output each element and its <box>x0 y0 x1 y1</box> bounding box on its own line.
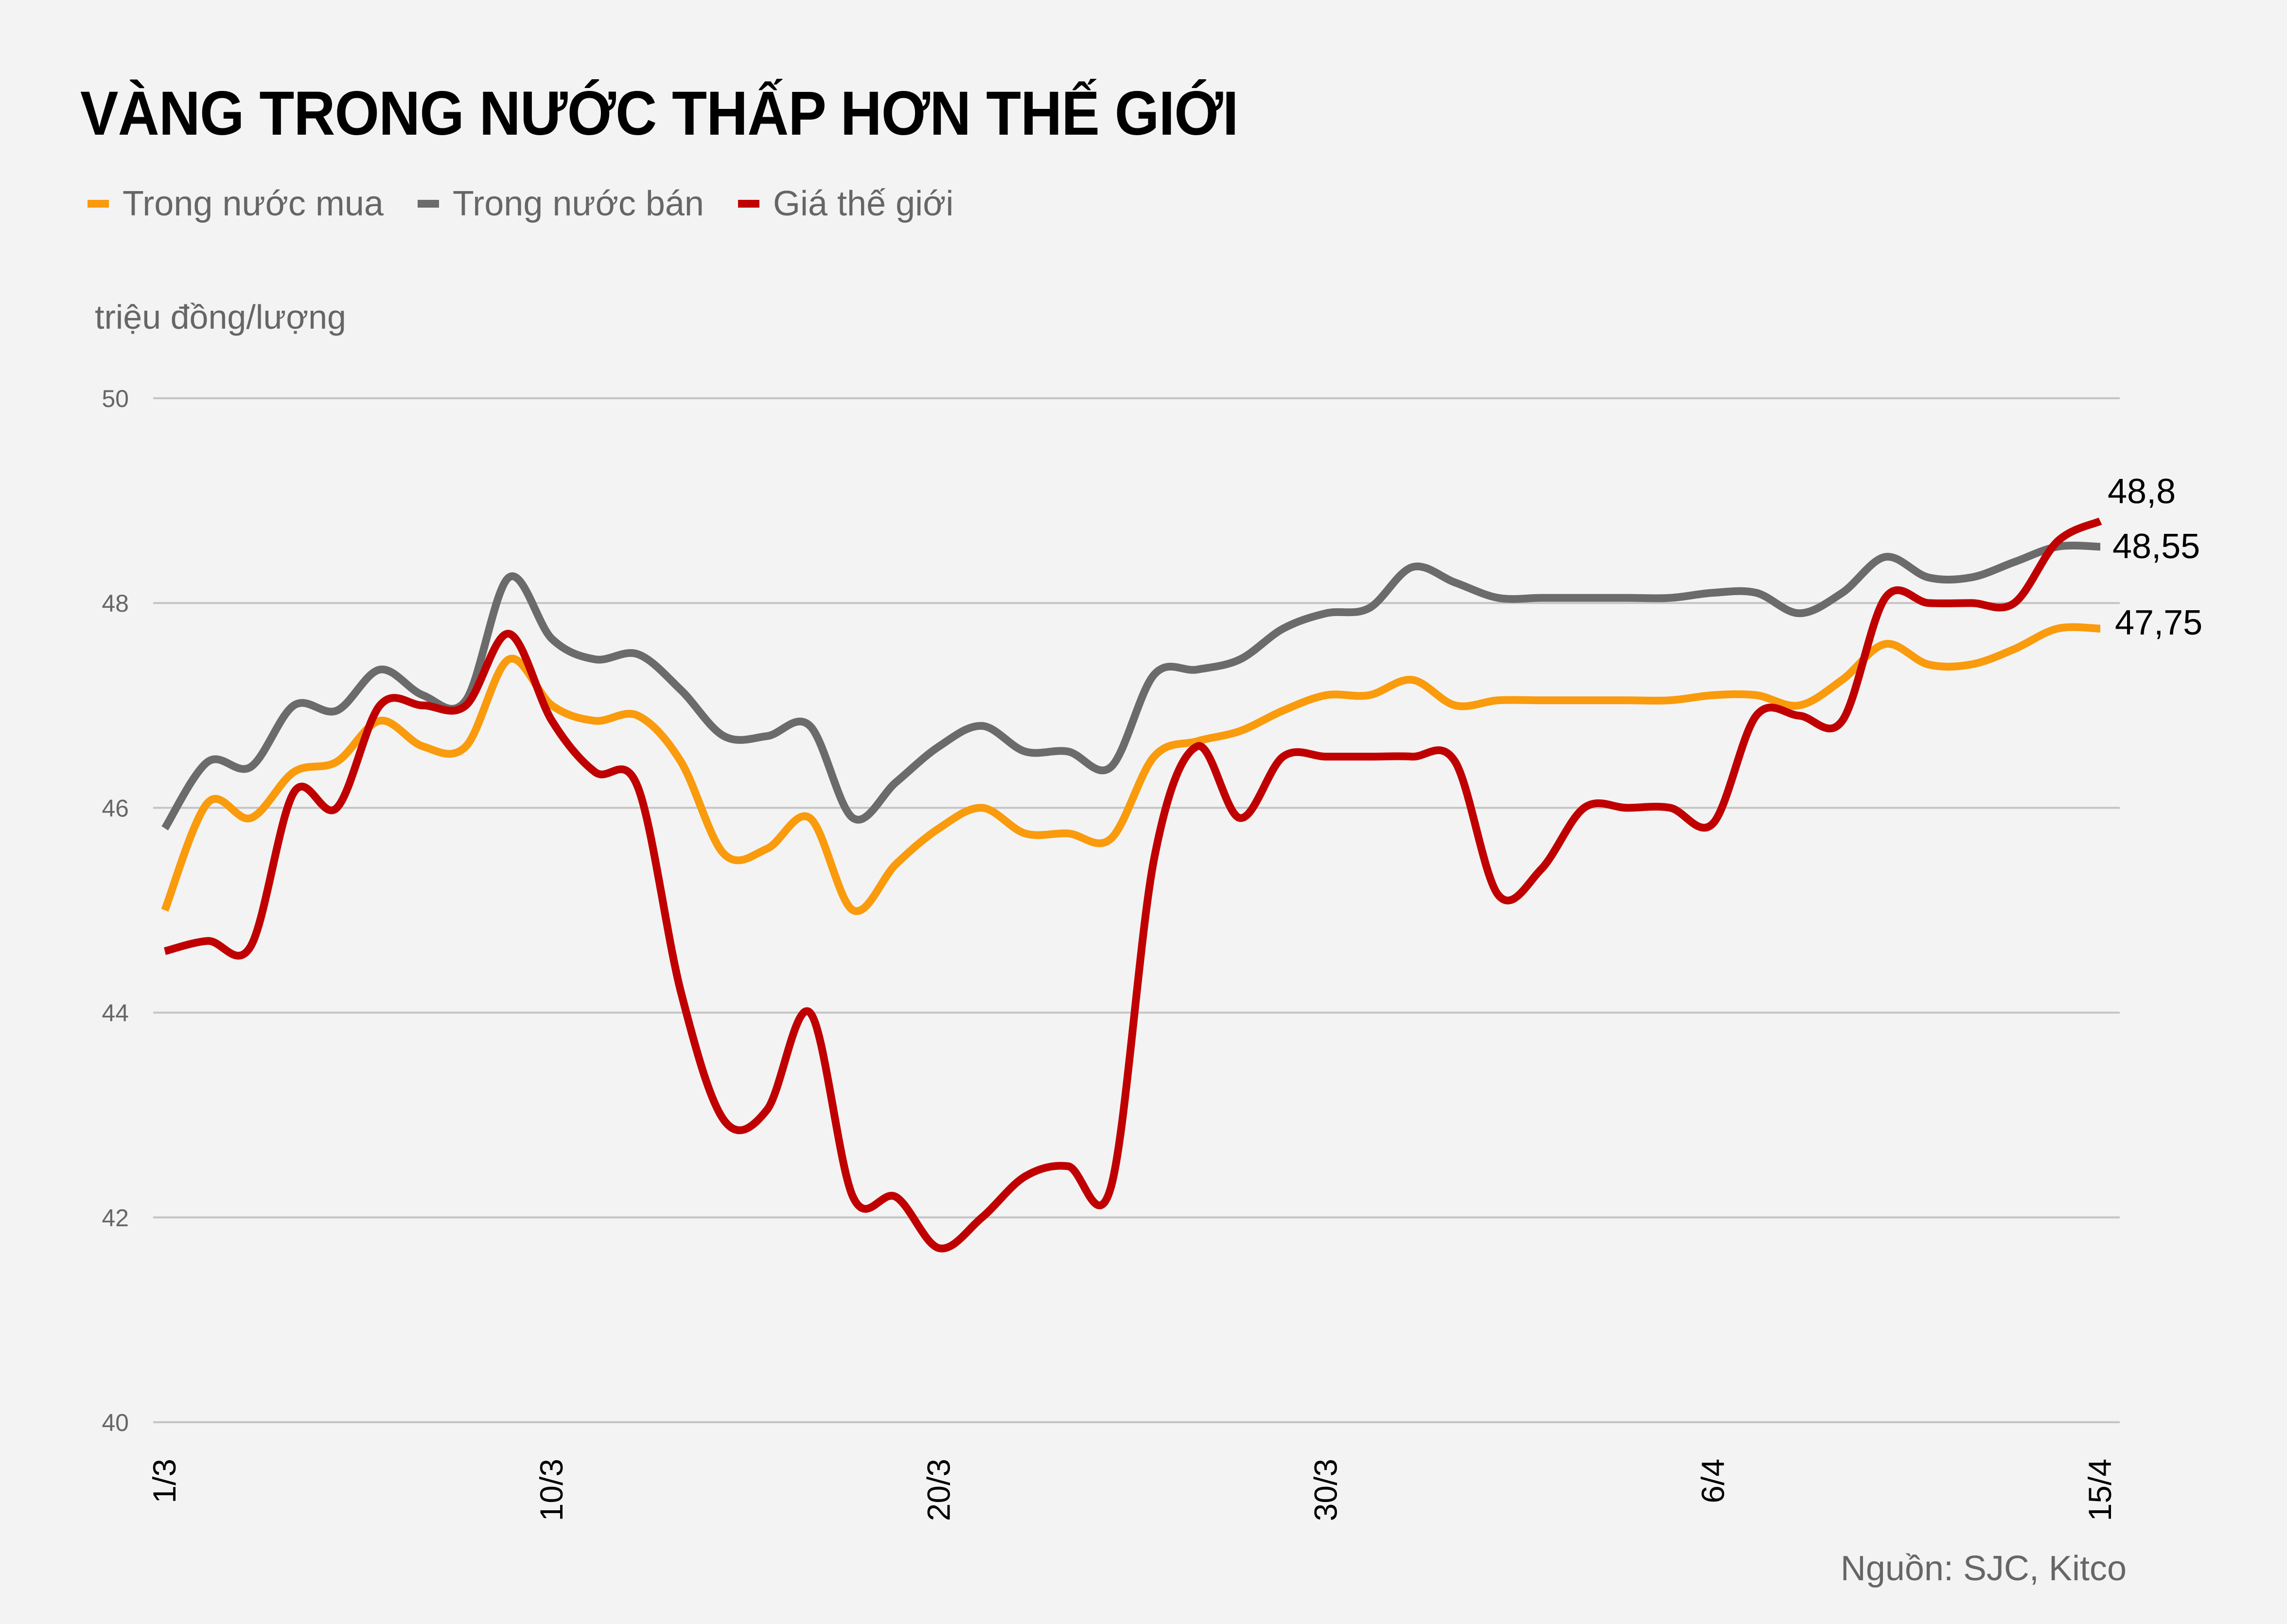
y-tick-label: 40 <box>102 1409 129 1436</box>
y-tick-label: 48 <box>102 590 129 617</box>
series-line-domestic-sell <box>161 542 2101 830</box>
series-lines <box>161 517 2102 1253</box>
legend-label: Trong nước bán <box>452 184 704 223</box>
y-tick-label: 42 <box>102 1204 129 1232</box>
end-value-label: 48,8 <box>2108 472 2176 511</box>
y-tick-label: 50 <box>102 385 129 412</box>
x-tick-label: 15/4 <box>2082 1459 2118 1521</box>
legend-label: Giá thế giới <box>773 184 954 223</box>
y-axis-unit-label: triệu đồng/lượng <box>95 298 346 336</box>
x-axis-ticks: 1/3 10/3 20/3 30/3 6/4 15/4 <box>146 1459 2118 1521</box>
legend-swatch-red <box>738 200 759 208</box>
y-tick-label: 46 <box>102 794 129 822</box>
x-tick-label: 10/3 <box>533 1459 569 1521</box>
x-tick-label: 1/3 <box>146 1459 182 1503</box>
end-value-label: 48,55 <box>2112 527 2200 566</box>
legend-item-world: Giá thế giới <box>738 184 953 224</box>
legend-label: Trong nước mua <box>123 184 384 223</box>
x-tick-label: 30/3 <box>1308 1459 1344 1521</box>
legend-swatch-orange <box>88 200 109 208</box>
series-line-domestic-buy <box>161 623 2101 915</box>
y-tick-label: 44 <box>102 1000 129 1027</box>
end-value-labels: 47,75 48,55 48,8 <box>2108 472 2202 642</box>
gridlines <box>153 397 2120 1423</box>
y-axis-ticks: 40 42 44 46 48 50 <box>102 385 129 1436</box>
chart-title: VÀNG TRONG NƯỚC THẤP HƠN THẾ GIỚI <box>80 79 1239 148</box>
legend: Trong nước mua Trong nước bán Giá thế gi… <box>88 184 953 224</box>
x-tick-label: 20/3 <box>920 1459 956 1521</box>
source-note: Nguồn: SJC, Kitco <box>1840 1549 2127 1588</box>
end-value-label: 47,75 <box>2115 603 2202 642</box>
x-tick-label: 6/4 <box>1695 1459 1731 1503</box>
legend-item-buy: Trong nước mua <box>88 184 384 224</box>
legend-item-sell: Trong nước bán <box>417 184 704 224</box>
series-line-world <box>163 517 2102 1253</box>
legend-swatch-gray <box>417 200 439 208</box>
